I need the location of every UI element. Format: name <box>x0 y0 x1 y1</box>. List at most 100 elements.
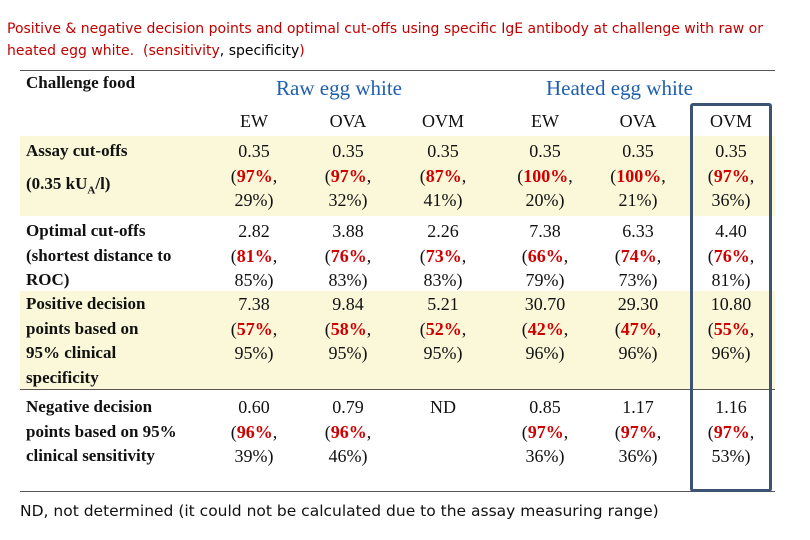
table-cell: 0.35 (97%, 32%) <box>303 139 393 213</box>
cell-value: 29.30 <box>617 294 659 314</box>
cell-sensitivity: (97%, <box>230 165 278 186</box>
table-cell: 6.33 (74%, 73%) <box>593 219 683 293</box>
cell-specificity: 46%) <box>328 446 368 466</box>
table-cell: 7.38 (66%, 79%) <box>500 219 590 293</box>
cell-value: 2.26 <box>427 221 459 241</box>
table-cell: 9.84 (58%, 95%) <box>303 292 393 366</box>
cell-specificity: 41%) <box>423 190 463 210</box>
table-cell: 0.35 (87%, 41%) <box>398 139 488 213</box>
cell-sensitivity: (97%, <box>614 421 662 442</box>
cell-sensitivity: (96%, <box>324 421 372 442</box>
cell-sensitivity: (76%, <box>707 245 755 266</box>
corner-label: Challenge food <box>26 73 136 92</box>
table-cell: 0.60 (96%, 39%) <box>209 395 299 469</box>
cell-sensitivity: (100%, <box>610 165 666 186</box>
row-label-1: Optimal cut-offs (shortest distance to ROC… <box>26 221 172 289</box>
cell-value: 0.35 <box>715 141 747 161</box>
cell-sensitivity: (100%, <box>517 165 573 186</box>
cell-specificity: 36%) <box>618 446 658 466</box>
cell-value: 0.35 <box>529 141 561 161</box>
table-cell: 29.30 (47%, 96%) <box>593 292 683 366</box>
cell-sensitivity: (47%, <box>614 318 662 339</box>
row-label-3: Negative decision points based on 95% clin… <box>26 397 177 465</box>
cell-value: 0.79 <box>332 397 364 417</box>
cell-value: 5.21 <box>427 294 459 314</box>
group-header-heated: Heated egg white <box>546 76 693 100</box>
cell-specificity: 96%) <box>711 343 751 363</box>
cell-value: 0.35 <box>238 141 270 161</box>
cell-sensitivity: (97%, <box>707 421 755 442</box>
table-cell: 7.38 (57%, 95%) <box>209 292 299 366</box>
ovm-highlight-box <box>690 103 772 492</box>
cell-specificity: 95%) <box>328 343 368 363</box>
cell-sensitivity: (87%, <box>419 165 467 186</box>
cell-value: 1.17 <box>622 397 654 417</box>
table-cell: 0.85 (97%, 36%) <box>500 395 590 469</box>
cell-specificity: 95%) <box>423 343 463 363</box>
cell-sensitivity: (57%, <box>230 318 278 339</box>
cell-sensitivity: (97%, <box>707 165 755 186</box>
cell-sensitivity: (96%, <box>230 421 278 442</box>
table-cell: 10.80 (55%, 96%) <box>686 292 776 366</box>
column-header-ova-raw: OVA <box>329 111 367 131</box>
table-cell: 2.82 (81%, 85%) <box>209 219 299 293</box>
cell-sensitivity: (73%, <box>419 245 467 266</box>
cell-specificity: 32%) <box>328 190 368 210</box>
cell-specificity: 20%) <box>525 190 565 210</box>
cell-value: 6.33 <box>622 221 654 241</box>
column-header-ew-heated: EW <box>531 111 559 131</box>
cell-value: 2.82 <box>238 221 270 241</box>
table-cell: 4.40 (76%, 81%) <box>686 219 776 293</box>
table-cell: 30.70 (42%, 96%) <box>500 292 590 366</box>
table-cell: ND <box>398 395 488 420</box>
cell-value: 1.16 <box>715 397 747 417</box>
group-header-raw: Raw egg white <box>276 76 402 100</box>
cell-value: 7.38 <box>238 294 270 314</box>
cell-value: 10.80 <box>710 294 752 314</box>
table-cell: 0.79 (96%, 46%) <box>303 395 393 469</box>
cell-specificity: 83%) <box>423 270 463 290</box>
cell-sensitivity: (74%, <box>614 245 662 266</box>
legend-close: ) <box>299 43 305 59</box>
cell-specificity: 39%) <box>234 446 274 466</box>
cell-value: 0.35 <box>427 141 459 161</box>
row-divider <box>20 389 775 390</box>
table-cell: 1.17 (97%, 36%) <box>593 395 683 469</box>
cell-value: 3.88 <box>332 221 364 241</box>
cell-sensitivity: (66%, <box>521 245 569 266</box>
cell-value: 7.38 <box>529 221 561 241</box>
row-label-0: Assay cut-offs (0.35 kUA/l) <box>26 141 128 196</box>
cell-value: 0.35 <box>622 141 654 161</box>
cell-value: 0.85 <box>529 397 561 417</box>
cell-sensitivity: (81%, <box>230 245 278 266</box>
title-legend: (sensitivity, specificity) <box>139 43 305 59</box>
legend-open: ( <box>143 43 149 59</box>
cell-sensitivity: (97%, <box>521 421 569 442</box>
table-top-rule <box>20 70 775 71</box>
legend-sensitivity: sensitivity <box>148 43 220 59</box>
cell-specificity: 53%) <box>711 446 751 466</box>
cell-specificity: 83%) <box>328 270 368 290</box>
table-cell: 0.35 (100%, 20%) <box>500 139 590 213</box>
table-cell: 5.21 (52%, 95%) <box>398 292 488 366</box>
cell-value: 30.70 <box>524 294 566 314</box>
cell-specificity: 95%) <box>234 343 274 363</box>
legend-comma: , <box>219 43 229 59</box>
footnote: ND, not determined (it could not be calc… <box>20 502 659 520</box>
cell-sensitivity: (97%, <box>324 165 372 186</box>
title-main: Positive & negative decision points and … <box>7 21 763 59</box>
column-header-ew-raw: EW <box>240 111 268 131</box>
cell-value: ND <box>430 397 456 417</box>
column-header-ova-heated: OVA <box>619 111 657 131</box>
row-label-2: Positive decision points based on 95% clin… <box>26 294 146 387</box>
slide-title: Positive & negative decision points and … <box>7 18 807 62</box>
cell-sensitivity: (58%, <box>324 318 372 339</box>
cell-value: 4.40 <box>715 221 747 241</box>
cell-specificity: 36%) <box>711 190 751 210</box>
cell-specificity: 36%) <box>525 446 565 466</box>
cell-value: 0.35 <box>332 141 364 161</box>
cell-specificity: 29%) <box>234 190 274 210</box>
cell-value: 9.84 <box>332 294 364 314</box>
table-cell: 2.26 (73%, 83%) <box>398 219 488 293</box>
table-cell: 0.35 (97%, 36%) <box>686 139 776 213</box>
